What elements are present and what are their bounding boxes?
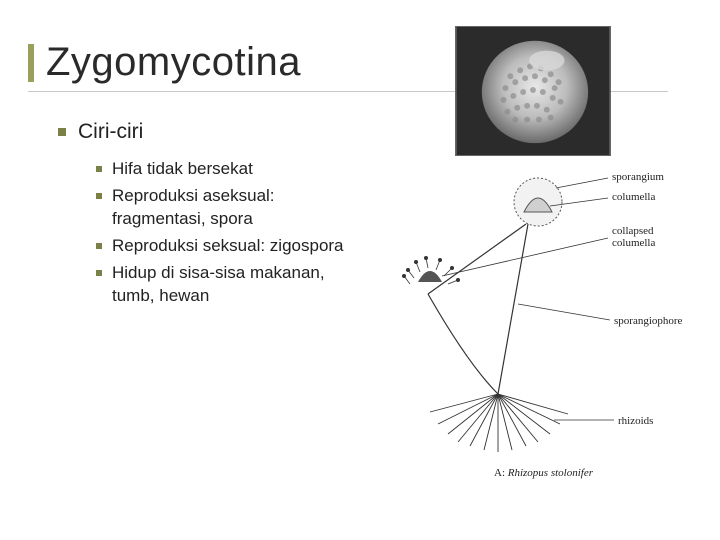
- slide: Zygomycotina Ciri-ciri Hifa tidak bersek…: [0, 0, 720, 540]
- label-sporangium: sporangium: [612, 171, 664, 183]
- square-bullet-icon: [96, 270, 102, 276]
- list-item: Reproduksi aseksual: fragmentasi, spora: [96, 185, 358, 231]
- list-item: Hifa tidak bersekat: [96, 158, 358, 181]
- square-bullet-icon: [96, 193, 102, 199]
- square-bullet-icon: [58, 128, 66, 136]
- label-rhizoids: rhizoids: [618, 415, 653, 427]
- list-item-text: Hidup di sisa-sisa makanan, tumb, hewan: [112, 262, 358, 308]
- section-heading: Ciri-ciri: [58, 120, 358, 144]
- accent-bar: [28, 44, 34, 82]
- sem-micrograph: [455, 26, 611, 156]
- diagram-caption: A: Rhizopus stolonifer: [494, 467, 594, 479]
- rhizopus-diagram: sporangium columella collapsed columella…: [378, 164, 688, 484]
- square-bullet-icon: [96, 166, 102, 172]
- text-column: Ciri-ciri Hifa tidak bersekat Reproduksi…: [58, 120, 358, 312]
- image-column: sporangium columella collapsed columella…: [378, 26, 688, 484]
- list-item-text: Hifa tidak bersekat: [112, 158, 253, 181]
- label-columella: columella: [612, 191, 655, 203]
- list-item: Reproduksi seksual: zigospora: [96, 235, 358, 258]
- label-collapsed-columella: collapsed columella: [612, 225, 656, 249]
- square-bullet-icon: [96, 243, 102, 249]
- label-sporangiophore: sporangiophore: [614, 315, 683, 327]
- list-item-text: Reproduksi aseksual: fragmentasi, spora: [112, 185, 358, 231]
- list-item-text: Reproduksi seksual: zigospora: [112, 235, 344, 258]
- list-item: Hidup di sisa-sisa makanan, tumb, hewan: [96, 262, 358, 308]
- section-label: Ciri-ciri: [78, 120, 143, 144]
